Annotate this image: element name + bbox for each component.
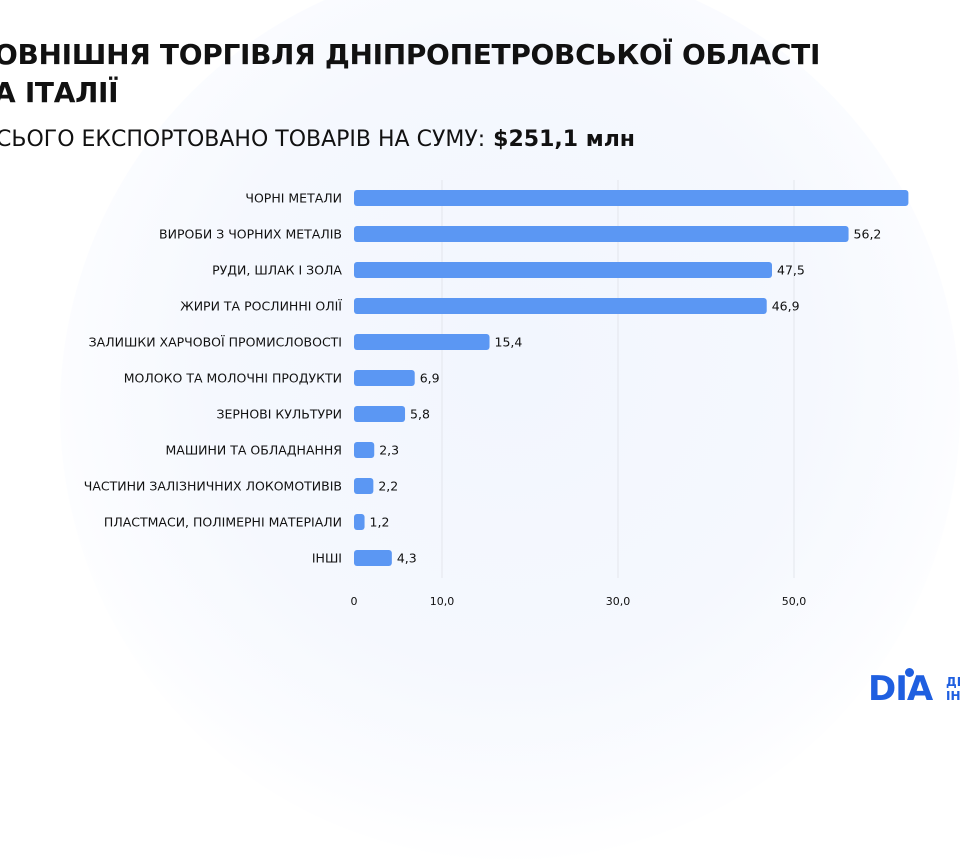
bar <box>354 370 415 386</box>
page-subtitle: СЬОГО ЕКСПОРТОВАНО ТОВАРІВ НА СУМУ: $251,… <box>0 124 635 156</box>
bar-chart: 0 10,0 30,0 50,0 ЧОРНІ МЕТАЛИ ВИРОБИ З ЧОРНИХ… <box>84 180 909 608</box>
value-label: 4,3 <box>397 551 417 566</box>
logo-dot <box>905 668 914 677</box>
value-label: 47,5 <box>777 263 805 278</box>
logo-text-line-1: ДН <box>946 675 960 689</box>
bar <box>354 298 767 314</box>
x-tick-label: 30,0 <box>606 595 631 608</box>
bar <box>354 550 392 566</box>
value-label: 56,2 <box>854 227 882 242</box>
value-label: 1,2 <box>370 515 390 530</box>
category-label: РУДИ, ШЛАК І ЗОЛА <box>212 263 342 278</box>
bar <box>354 406 406 422</box>
category-label: МОЛОКО ТА МОЛОЧНІ ПРОДУКТИ <box>124 371 342 386</box>
x-tick-label: 50,0 <box>782 595 807 608</box>
page-title: ОВНІШНЯ ТОРГІВЛЯ ДНІПРОПЕТРОВСЬКОЇ ОБЛАС… <box>0 36 820 112</box>
subtitle-amount: $251,1 млн <box>493 127 636 152</box>
logo-mark: DIA <box>868 669 933 709</box>
category-label: ПЛАСТМАСИ, ПОЛІМЕРНІ МАТЕРІАЛИ <box>104 515 342 530</box>
category-label: ЗАЛИШКИ ХАРЧОВОЇ ПРОМИСЛОВОСТІ <box>89 335 342 350</box>
value-label: 6,9 <box>420 371 440 386</box>
bar <box>354 226 849 242</box>
value-label: 5,8 <box>410 407 430 422</box>
dia-logo: DIA ДН ІНІ <box>868 668 960 710</box>
subtitle-text: СЬОГО ЕКСПОРТОВАНО ТОВАРІВ НА СУМУ: <box>0 127 486 152</box>
bar <box>354 478 374 494</box>
bar <box>354 442 375 458</box>
title-line-2: А ІТАЛІЇ <box>0 76 119 109</box>
value-label: 15,4 <box>495 335 523 350</box>
title-line-1: ОВНІШНЯ ТОРГІВЛЯ ДНІПРОПЕТРОВСЬКОЇ ОБЛАС… <box>0 38 821 71</box>
logo-text: ДН ІНІ <box>946 675 960 703</box>
logo-text-line-2: ІНІ <box>946 689 960 703</box>
category-label: ЧАСТИНИ ЗАЛІЗНИЧНИХ ЛОКОМОТИВІВ <box>84 479 342 494</box>
value-label: 46,9 <box>772 299 800 314</box>
category-label: ЧОРНІ МЕТАЛИ <box>245 191 342 206</box>
x-tick-label: 10,0 <box>430 595 455 608</box>
background-glow <box>60 0 960 860</box>
value-label: 2,2 <box>378 479 398 494</box>
bar <box>354 262 772 278</box>
category-label: ЗЕРНОВІ КУЛЬТУРИ <box>216 407 342 422</box>
category-label: ВИРОБИ З ЧОРНИХ МЕТАЛІВ <box>159 227 342 242</box>
value-label: 2,3 <box>379 443 399 458</box>
bar <box>354 334 490 350</box>
category-label: ІНШІ <box>312 551 342 566</box>
category-label: МАШИНИ ТА ОБЛАДНАННЯ <box>165 443 342 458</box>
category-label: ЖИРИ ТА РОСЛИННІ ОЛІЇ <box>180 299 342 314</box>
bar <box>354 190 909 206</box>
bar <box>354 514 365 530</box>
x-tick-label: 0 <box>351 595 358 608</box>
